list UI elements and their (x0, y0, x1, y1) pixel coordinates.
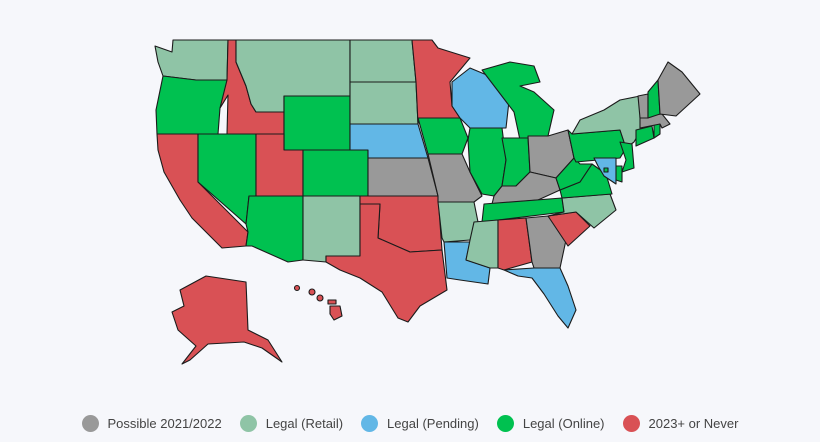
legend-dot-pending (361, 414, 379, 432)
us-map (154, 39, 701, 365)
state-mo[interactable] (427, 153, 483, 203)
state-ak[interactable] (171, 275, 283, 365)
state-ct[interactable] (635, 125, 655, 147)
us-map-svg (154, 39, 701, 365)
state-fl[interactable] (503, 267, 577, 329)
legend-label-retail: Legal (Retail) (265, 415, 344, 431)
legend-item-retail[interactable]: Legal (Retail) (239, 414, 344, 432)
legend: Possible 2021/2022 Legal (Retail) Legal (P… (0, 410, 820, 436)
state-nj[interactable] (619, 141, 635, 173)
state-az[interactable] (245, 195, 304, 263)
state-ks[interactable] (367, 157, 439, 197)
legend-item-online[interactable]: Legal (Online) (496, 414, 605, 432)
state-nm[interactable] (302, 195, 361, 263)
state-vt[interactable] (637, 93, 649, 119)
state-nc[interactable] (547, 193, 617, 229)
legend-label-possible: Possible 2021/2022 (107, 415, 222, 431)
state-ri[interactable] (653, 123, 661, 139)
state-mi[interactable] (481, 61, 555, 141)
legend-item-possible[interactable]: Possible 2021/2022 (81, 414, 222, 432)
state-ia[interactable] (417, 117, 469, 155)
state-wy[interactable] (283, 95, 351, 151)
state-hi[interactable] (293, 284, 343, 321)
state-pa[interactable] (567, 129, 627, 163)
legend-label-online: Legal (Online) (522, 415, 605, 431)
state-tx[interactable] (325, 203, 448, 323)
state-nd[interactable] (349, 39, 417, 83)
legend-dot-never (622, 414, 640, 432)
state-co[interactable] (302, 149, 369, 197)
legend-label-pending: Legal (Pending) (387, 415, 479, 431)
legend-dot-possible (81, 414, 99, 432)
legend-dot-online (496, 414, 514, 432)
state-sd[interactable] (349, 81, 419, 125)
legend-item-never[interactable]: 2023+ or Never (622, 414, 739, 432)
legend-item-pending[interactable]: Legal (Pending) (361, 414, 479, 432)
legend-label-never: 2023+ or Never (648, 415, 739, 431)
state-wa[interactable] (154, 39, 229, 81)
state-dc[interactable] (603, 167, 609, 173)
legend-dot-retail (239, 414, 257, 432)
state-me[interactable] (657, 61, 701, 117)
state-al[interactable] (497, 217, 533, 271)
state-or[interactable] (155, 75, 229, 135)
